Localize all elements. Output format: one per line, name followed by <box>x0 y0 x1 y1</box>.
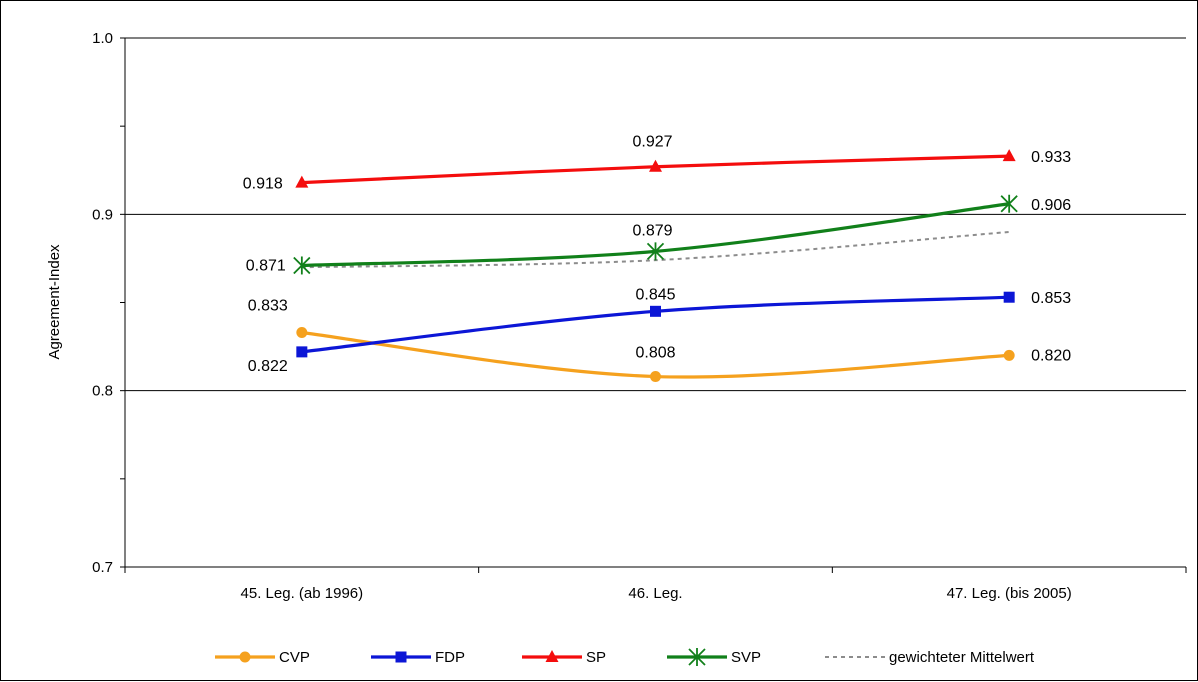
legend-item-cvp: CVP <box>215 649 310 666</box>
data-label-sp: 0.918 <box>243 176 283 193</box>
legend-item-sp: SP <box>522 649 606 666</box>
y-tick-label: 0.9 <box>92 206 113 223</box>
legend-label: SVP <box>731 649 761 666</box>
y-tick-label: 0.7 <box>92 559 113 576</box>
data-point-sp <box>1002 149 1016 162</box>
legend-swatch-marker <box>395 651 407 663</box>
y-axis-label: Agreement-Index <box>46 244 63 360</box>
legend: CVP FDP SP SVP gewichteter Mittelwert <box>215 648 1035 666</box>
data-point-sp <box>295 175 309 188</box>
legend-label: CVP <box>279 649 310 666</box>
y-tick-label: 0.8 <box>92 383 113 400</box>
data-label-cvp: 0.833 <box>248 297 288 314</box>
data-point-sp <box>649 159 662 172</box>
data-label-fdp: 0.845 <box>635 286 675 303</box>
data-label-svp: 0.906 <box>1031 197 1071 214</box>
data-point-svp <box>293 256 311 275</box>
legend-label: SP <box>586 649 606 666</box>
legend-swatch-marker <box>545 650 559 662</box>
data-label-cvp: 0.808 <box>635 345 675 362</box>
series-layer <box>293 149 1018 383</box>
data-labels: 0.833 0.808 0.820 0.822 0.845 0.853 0.918 0.927… <box>243 134 1072 375</box>
x-tick-label: 47. Leg. (bis 2005) <box>947 585 1072 602</box>
x-tick-label: 46. Leg. <box>628 585 682 602</box>
data-point-svp <box>646 242 665 261</box>
data-label-sp: 0.933 <box>1031 149 1071 166</box>
data-point-fdp <box>296 346 308 358</box>
data-label-fdp: 0.853 <box>1031 290 1071 307</box>
data-label-cvp: 0.820 <box>1031 347 1071 364</box>
data-point-svp <box>1000 194 1018 213</box>
legend-label: FDP <box>435 649 465 666</box>
data-point-fdp <box>650 305 661 317</box>
legend-swatch-marker <box>239 651 251 663</box>
data-label-fdp: 0.822 <box>248 358 288 375</box>
axes: 0.7 0.8 0.9 1.0 45. Leg. (ab 1996) 46. Leg. 47… <box>92 30 1187 602</box>
data-point-fdp <box>1003 291 1015 303</box>
data-point-cvp <box>296 326 308 338</box>
data-label-svp: 0.871 <box>246 257 286 274</box>
legend-item-fdp: FDP <box>371 649 465 666</box>
legend-label: gewichteter Mittelwert <box>889 649 1035 666</box>
legend-item-gewichteter-mittelwert: gewichteter Mittelwert <box>825 649 1035 666</box>
data-label-sp: 0.927 <box>632 134 672 151</box>
x-tick-label: 45. Leg. (ab 1996) <box>241 585 364 602</box>
y-tick-label: 1.0 <box>92 30 113 47</box>
data-point-cvp <box>1003 349 1015 361</box>
data-point-cvp <box>650 371 661 383</box>
legend-swatch-marker <box>688 648 706 666</box>
gridlines <box>125 37 1186 392</box>
legend-item-svp: SVP <box>667 648 761 666</box>
data-label-svp: 0.879 <box>632 222 672 239</box>
